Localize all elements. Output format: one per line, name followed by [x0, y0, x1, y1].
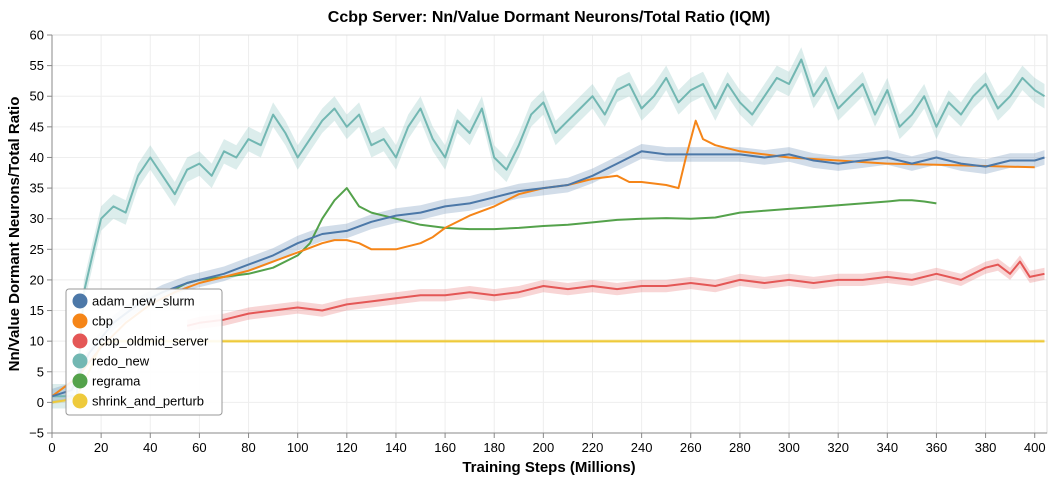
band-ccbp-oldmid-server — [187, 255, 1045, 332]
legend-label-adam-new-slurm: adam_new_slurm — [92, 294, 195, 309]
y-tick-label: 50 — [30, 89, 44, 104]
legend-swatch-regrama — [72, 373, 88, 389]
x-tick-label: 380 — [975, 440, 997, 455]
legend-label-shrink-and-perturb: shrink_and_perturb — [92, 394, 204, 409]
y-tick-label: 25 — [30, 242, 44, 257]
x-axis-title: Training Steps (Millions) — [462, 459, 635, 476]
x-tick-label: 80 — [241, 440, 255, 455]
y-tick-label: 30 — [30, 211, 44, 226]
y-tick-label: 15 — [30, 303, 44, 318]
x-tick-label: 100 — [287, 440, 309, 455]
x-tick-label: 240 — [631, 440, 653, 455]
y-tick-label: −5 — [29, 426, 44, 441]
band-redo-new — [52, 47, 1045, 409]
x-tick-label: 220 — [582, 440, 604, 455]
x-tick-label: 340 — [876, 440, 898, 455]
confidence-bands — [52, 47, 1045, 409]
legend-label-ccbp-oldmid-server: ccbp_oldmid_server — [92, 334, 209, 349]
x-tick-label: 0 — [48, 440, 55, 455]
y-tick-label: 60 — [30, 28, 44, 43]
x-tick-label: 40 — [143, 440, 157, 455]
y-ticks: −5 0 5 10 15 20 25 30 35 40 45 50 55 60 — [29, 28, 52, 441]
x-tick-label: 180 — [483, 440, 505, 455]
x-tick-label: 140 — [385, 440, 407, 455]
y-tick-label: 0 — [37, 395, 44, 410]
x-tick-label: 120 — [336, 440, 358, 455]
legend-swatch-ccbp-oldmid-server — [72, 333, 88, 349]
legend-label-redo-new: redo_new — [92, 354, 150, 369]
legend-swatch-adam-new-slurm — [72, 293, 88, 309]
legend-swatch-cbp — [72, 313, 88, 329]
chart-title: Ccbp Server: Nn/Value Dormant Neurons/To… — [328, 9, 770, 26]
y-tick-label: 40 — [30, 150, 44, 165]
y-tick-label: 35 — [30, 181, 44, 196]
y-tick-label: 20 — [30, 272, 44, 287]
line-regrama — [174, 187, 937, 290]
x-tick-label: 320 — [827, 440, 849, 455]
legend-label-regrama: regrama — [92, 374, 141, 389]
legend-box — [65, 288, 223, 416]
x-tick-label: 260 — [680, 440, 702, 455]
x-ticks: 0 20 40 60 80 100 120 140 160 180 200 220 240 260 280 3… — [48, 433, 1046, 455]
x-tick-label: 280 — [729, 440, 751, 455]
y-tick-label: 55 — [30, 58, 44, 73]
x-tick-label: 60 — [192, 440, 206, 455]
x-tick-label: 160 — [434, 440, 456, 455]
line-cbp — [51, 119, 1035, 398]
x-tick-label: 20 — [94, 440, 108, 455]
legend-swatch-shrink-and-perturb — [72, 393, 88, 409]
x-tick-label: 360 — [926, 440, 948, 455]
y-tick-label: 45 — [30, 119, 44, 134]
y-axis-title: Nn/Value Dormant Neurons/Total Ratio — [6, 97, 23, 372]
line-adam-new-slurm — [51, 150, 1045, 398]
x-tick-label: 200 — [533, 440, 555, 455]
y-tick-label: 5 — [37, 364, 44, 379]
axes — [51, 35, 1047, 434]
y-tick-label: 10 — [30, 334, 44, 349]
legend-swatch-redo-new — [72, 353, 88, 369]
line-redo-new — [52, 58, 1046, 398]
x-tick-label: 300 — [778, 440, 800, 455]
legend-label-cbp: cbp — [92, 314, 113, 329]
line-ccbp-oldmid-server — [186, 260, 1045, 327]
x-tick-label: 400 — [1024, 440, 1046, 455]
